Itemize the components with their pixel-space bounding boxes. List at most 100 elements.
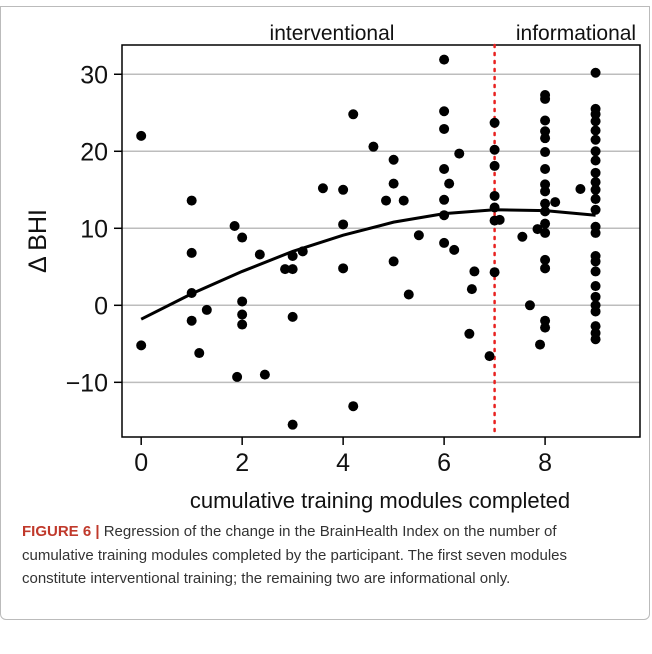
data-point — [136, 130, 147, 141]
caption: FIGURE 6 | Regression of the change in t… — [22, 520, 632, 591]
data-point — [540, 115, 551, 126]
x-tick-label: 2 — [235, 449, 249, 477]
x-tick-label: 8 — [538, 449, 552, 477]
data-point — [540, 315, 551, 326]
data-point — [439, 210, 450, 221]
data-point — [590, 194, 601, 205]
data-point — [439, 237, 450, 248]
data-point — [297, 246, 308, 257]
data-point — [280, 264, 291, 275]
data-point — [540, 179, 551, 190]
data-point — [136, 340, 147, 351]
data-point — [494, 214, 505, 225]
y-axis-label: Δ BHI — [24, 209, 52, 273]
data-point — [194, 348, 205, 359]
data-point — [540, 227, 551, 238]
data-point — [368, 141, 379, 152]
data-point — [237, 319, 248, 330]
data-point — [398, 195, 409, 206]
data-point — [388, 256, 399, 267]
x-tick-label: 6 — [437, 449, 451, 477]
data-point — [413, 230, 424, 241]
data-point — [464, 328, 475, 339]
data-point — [338, 184, 349, 195]
data-point — [540, 218, 551, 229]
data-point — [454, 148, 465, 159]
data-point — [439, 163, 450, 174]
data-point — [540, 254, 551, 265]
data-point — [540, 198, 551, 209]
data-point — [287, 264, 298, 275]
data-point — [590, 204, 601, 215]
data-point — [575, 184, 586, 195]
data-point — [517, 231, 528, 242]
data-point — [590, 109, 601, 120]
data-point — [540, 93, 551, 104]
plot-frame — [121, 44, 641, 438]
data-point — [439, 123, 450, 134]
data-point — [540, 186, 551, 197]
x-tick-label: 4 — [336, 449, 350, 477]
data-point — [201, 304, 212, 315]
data-point — [338, 263, 349, 274]
data-point — [489, 117, 500, 128]
data-point — [484, 351, 495, 362]
data-point — [590, 116, 601, 127]
data-point — [338, 219, 349, 230]
data-point — [540, 206, 551, 217]
data-point — [489, 202, 500, 213]
data-point — [535, 339, 546, 350]
data-point — [317, 183, 328, 194]
x-axis-label: cumulative training modules completed — [190, 488, 570, 513]
y-tick-label: 10 — [80, 215, 108, 243]
data-point — [590, 167, 601, 178]
data-point — [287, 251, 298, 262]
data-point — [590, 266, 601, 277]
data-point — [590, 67, 601, 78]
y-tick-label: 20 — [80, 138, 108, 166]
data-point — [590, 306, 601, 317]
data-point — [590, 291, 601, 302]
data-point — [439, 106, 450, 117]
data-point — [439, 54, 450, 65]
fit-curve — [140, 208, 596, 321]
data-point — [403, 289, 414, 300]
y-tick-label: 30 — [80, 61, 108, 89]
figure-frame — [0, 6, 650, 620]
y-tick-label: 0 — [94, 292, 108, 320]
data-point — [469, 266, 480, 277]
data-point — [348, 109, 359, 120]
data-point — [237, 232, 248, 243]
data-point — [540, 163, 551, 174]
data-point — [381, 195, 392, 206]
data-point — [388, 178, 399, 189]
data-point — [348, 401, 359, 412]
data-point — [590, 256, 601, 267]
data-point — [489, 160, 500, 171]
data-point — [237, 309, 248, 320]
data-point — [232, 371, 243, 382]
data-point — [439, 194, 450, 205]
data-point — [532, 224, 543, 235]
data-point — [444, 178, 455, 189]
data-point — [590, 227, 601, 238]
data-point — [489, 144, 500, 155]
data-point — [237, 296, 248, 307]
data-point — [449, 244, 460, 255]
data-point — [287, 419, 298, 430]
chart: −10 0 10 20 30 0 2 4 6 8 interventional information… — [24, 22, 641, 513]
data-point — [388, 154, 399, 165]
data-point — [590, 334, 601, 345]
data-point — [524, 300, 535, 311]
data-point — [540, 263, 551, 274]
data-point — [540, 126, 551, 137]
data-point — [590, 134, 601, 145]
data-point — [540, 147, 551, 158]
caption-label: FIGURE 6 | — [22, 523, 100, 540]
data-point — [259, 369, 270, 380]
data-point — [590, 125, 601, 136]
data-point — [186, 195, 197, 206]
data-point — [254, 249, 265, 260]
data-point — [466, 284, 477, 295]
